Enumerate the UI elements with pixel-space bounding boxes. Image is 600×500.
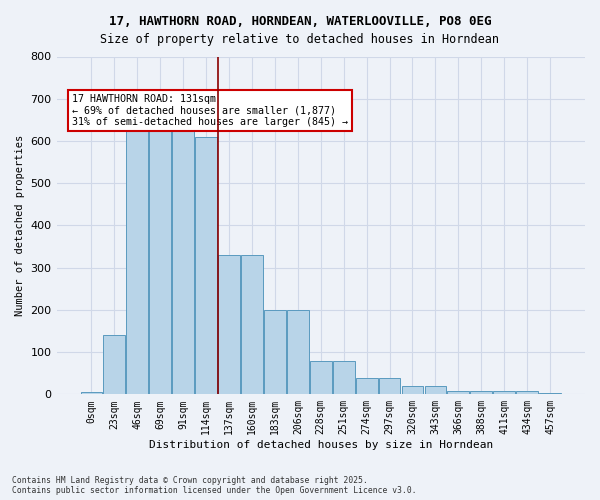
Bar [241,255,263,394]
Bar [195,136,217,394]
Bar [333,360,355,394]
Bar [127,124,148,394]
Text: Size of property relative to detached houses in Horndean: Size of property relative to detached ho… [101,32,499,46]
Bar [264,310,286,394]
Bar [379,378,400,394]
Bar [448,391,469,394]
Y-axis label: Number of detached properties: Number of detached properties [15,135,25,316]
Bar [287,310,309,394]
Bar [218,255,240,394]
Text: 17, HAWTHORN ROAD, HORNDEAN, WATERLOOVILLE, PO8 0EG: 17, HAWTHORN ROAD, HORNDEAN, WATERLOOVIL… [109,15,491,28]
Bar [80,392,103,394]
Bar [103,335,125,394]
X-axis label: Distribution of detached houses by size in Horndean: Distribution of detached houses by size … [149,440,493,450]
Bar [401,386,424,394]
Bar [310,360,332,394]
Text: Contains HM Land Registry data © Crown copyright and database right 2025.
Contai: Contains HM Land Registry data © Crown c… [12,476,416,495]
Text: 17 HAWTHORN ROAD: 131sqm
← 69% of detached houses are smaller (1,877)
31% of sem: 17 HAWTHORN ROAD: 131sqm ← 69% of detach… [73,94,349,127]
Bar [149,126,171,394]
Bar [356,378,377,394]
Bar [516,391,538,394]
Bar [172,126,194,394]
Bar [470,391,492,394]
Bar [493,391,515,394]
Bar [425,386,446,394]
